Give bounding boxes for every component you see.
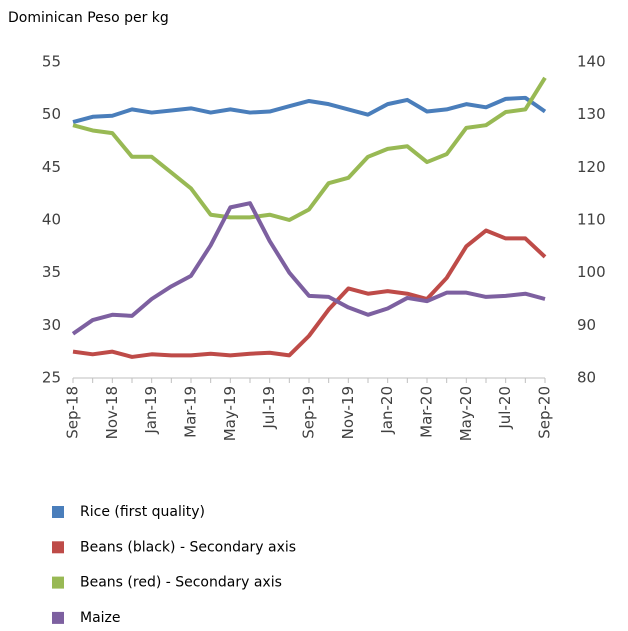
y2-tick-label: 100 <box>577 263 606 281</box>
legend-label: Rice (first quality) <box>80 504 205 520</box>
y2-tick-label: 80 <box>577 369 596 387</box>
legend-swatch <box>52 506 64 518</box>
series-line <box>72 228 547 359</box>
y-tick-label: 30 <box>42 316 61 334</box>
x-tick-label: May-20 <box>457 386 475 441</box>
x-tick-label: Jan-19 <box>142 386 160 435</box>
legend-swatch <box>52 541 64 554</box>
x-tick-label: Sep-19 <box>300 386 318 439</box>
x-tick-label: Sep-18 <box>64 386 82 439</box>
series-line <box>71 201 546 336</box>
x-tick-label: Jan-20 <box>378 386 396 435</box>
x-tick-label: Mar-19 <box>182 386 200 438</box>
x-tick-label: Nov-19 <box>339 386 357 439</box>
y2-tick-label: 140 <box>577 53 606 71</box>
x-tick-label: May-19 <box>221 386 239 441</box>
x-tick-label: Jul-20 <box>496 386 514 430</box>
legend-label: Beans (black) - Secondary axis <box>80 539 296 555</box>
y2-tick-label: 120 <box>577 158 606 176</box>
x-tick-label: Nov-18 <box>103 386 121 439</box>
y2-tick-label: 110 <box>577 211 606 229</box>
chart-title: Dominican Peso per kg <box>8 10 169 26</box>
y-tick-label: 25 <box>42 369 61 387</box>
legend-label: Maize <box>80 610 121 626</box>
y-tick-label: 45 <box>42 158 61 176</box>
y2-tick-label: 90 <box>577 316 596 334</box>
y-tick-label: 55 <box>42 53 61 71</box>
y-tick-label: 40 <box>42 211 61 229</box>
legend-swatch <box>52 611 64 624</box>
y2-tick-label: 130 <box>577 105 606 123</box>
x-tick-label: Jul-19 <box>260 386 278 430</box>
legend-swatch <box>52 576 64 589</box>
legend-label: Beans (red) - Secondary axis <box>80 575 282 591</box>
x-tick-label: Mar-20 <box>418 386 436 438</box>
x-tick-label: Sep-20 <box>536 386 554 439</box>
y-tick-label: 50 <box>42 105 61 123</box>
series-line <box>72 76 547 222</box>
series-line <box>72 95 547 124</box>
y-tick-label: 35 <box>42 263 61 281</box>
